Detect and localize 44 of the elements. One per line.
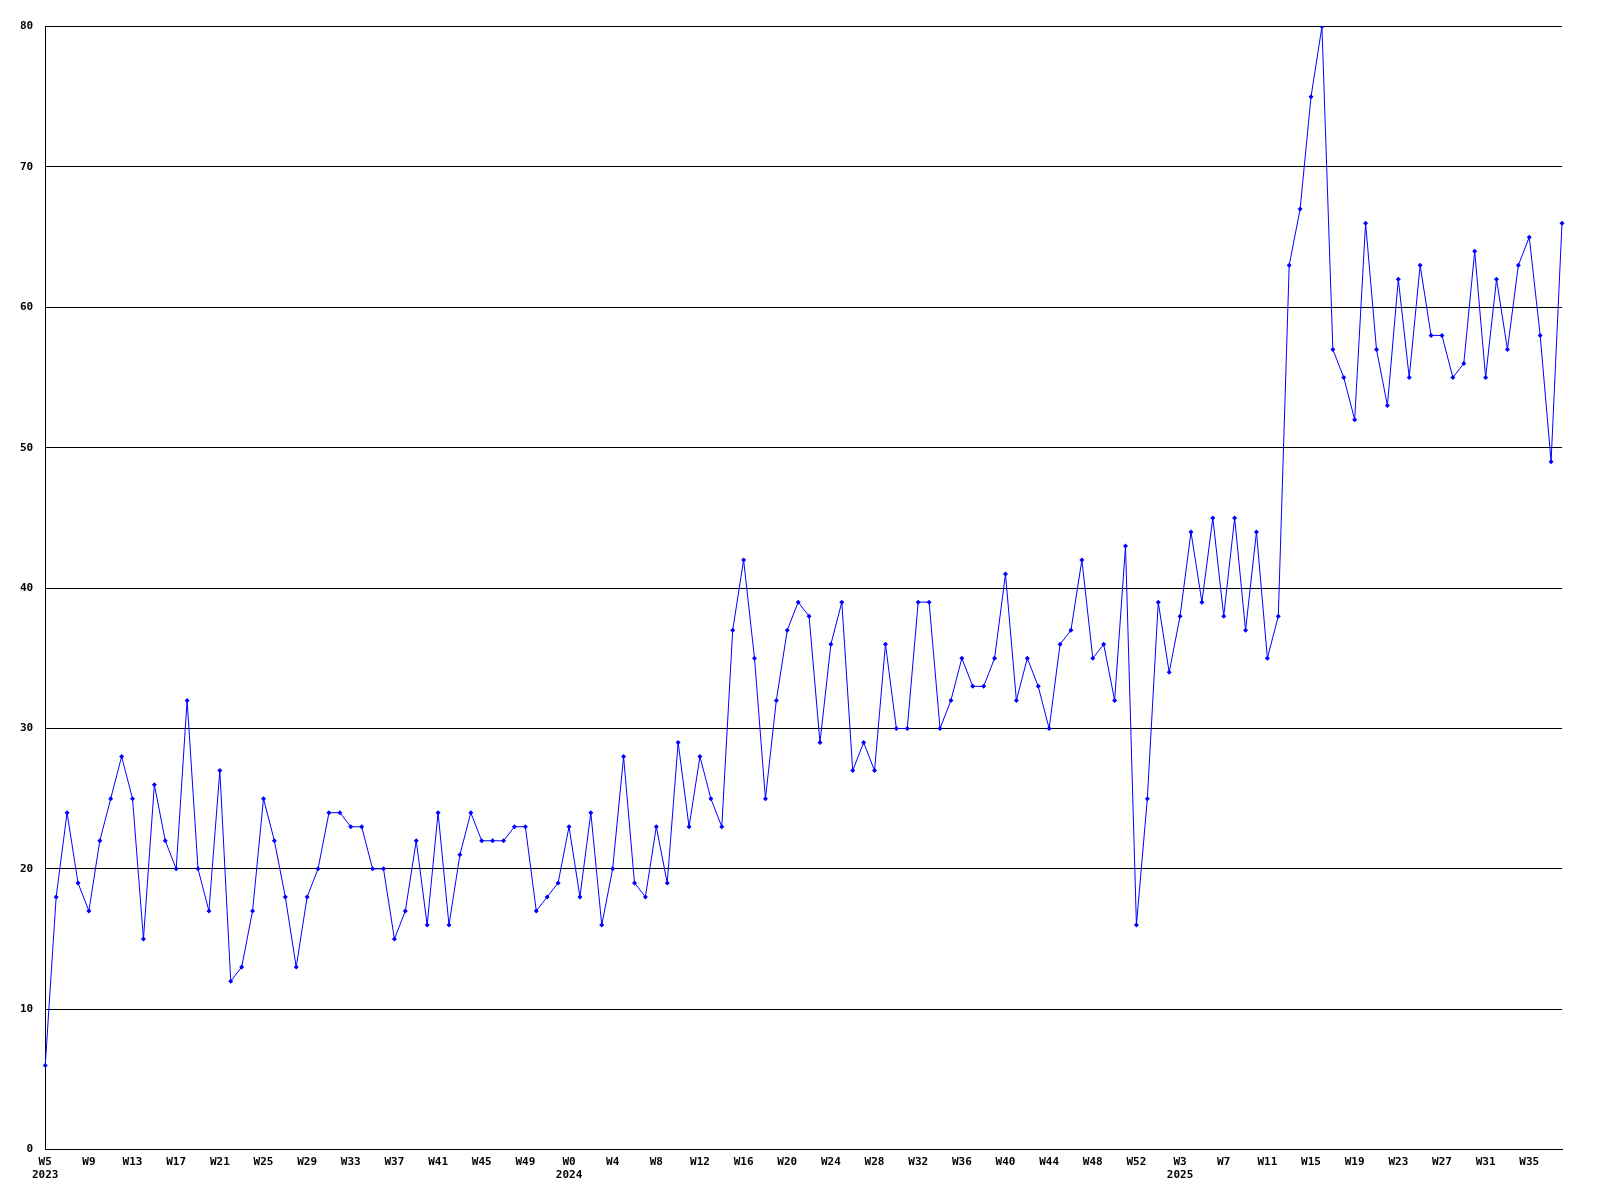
x-tick-label: W4 (606, 1155, 620, 1169)
y-tick-label: 40 (20, 580, 34, 594)
x-tick-label: W32 (908, 1155, 929, 1169)
x-tick-label: W52 (1126, 1155, 1147, 1169)
x-tick-label: W44 (1039, 1155, 1060, 1169)
x-tick-label: W36 (951, 1155, 973, 1169)
y-tick-label: 50 (20, 440, 34, 454)
x-tick-label: W27 (1432, 1155, 1452, 1169)
x-tick-label: W45 (471, 1155, 492, 1169)
x-tick-label: W24 (820, 1155, 842, 1169)
x-tick-label: W25 (253, 1155, 274, 1169)
x-tick-label: W15 (1301, 1155, 1321, 1169)
x-tick-label: W16 (733, 1155, 754, 1169)
y-tick-label: 80 (20, 19, 34, 33)
x-tick-label: W5 2023 (32, 1155, 59, 1182)
y-tick-label: 0 (26, 1142, 34, 1156)
x-tick-label: W49 (515, 1155, 536, 1169)
x-tick-label: W7 (1217, 1155, 1231, 1169)
x-tick-label: W3 2025 (1166, 1155, 1194, 1182)
y-tick-label: 30 (20, 721, 34, 735)
x-tick-label: W17 (166, 1155, 187, 1169)
x-tick-label: W13 (122, 1155, 143, 1169)
y-tick-label: 60 (20, 300, 34, 314)
x-tick-label: W33 (340, 1155, 361, 1169)
x-tick-label: W20 (777, 1155, 798, 1169)
x-tick-label: W12 (690, 1155, 710, 1169)
x-tick-label: W40 (995, 1155, 1016, 1169)
y-tick-label: 10 (20, 1002, 34, 1016)
x-tick-label: W21 (209, 1155, 231, 1169)
y-tick-label: 20 (20, 861, 34, 875)
x-tick-label: W41 (428, 1155, 449, 1169)
x-tick-label: W29 (297, 1155, 318, 1169)
x-tick-label: W11 (1257, 1155, 1278, 1169)
x-tick-label: W37 (384, 1155, 405, 1169)
x-tick-label: W28 (864, 1155, 885, 1169)
x-tick-label: W0 2024 (555, 1155, 583, 1182)
x-tick-label: W19 (1344, 1155, 1365, 1169)
x-tick-label: W48 (1082, 1155, 1103, 1169)
x-tick-label: W35 (1519, 1155, 1540, 1169)
x-tick-label: W31 (1475, 1155, 1496, 1169)
y-tick-label: 70 (20, 159, 34, 173)
x-tick-label: W8 (649, 1155, 663, 1169)
x-tick-label: W23 (1388, 1155, 1409, 1169)
x-tick-label: W9 (82, 1155, 96, 1169)
